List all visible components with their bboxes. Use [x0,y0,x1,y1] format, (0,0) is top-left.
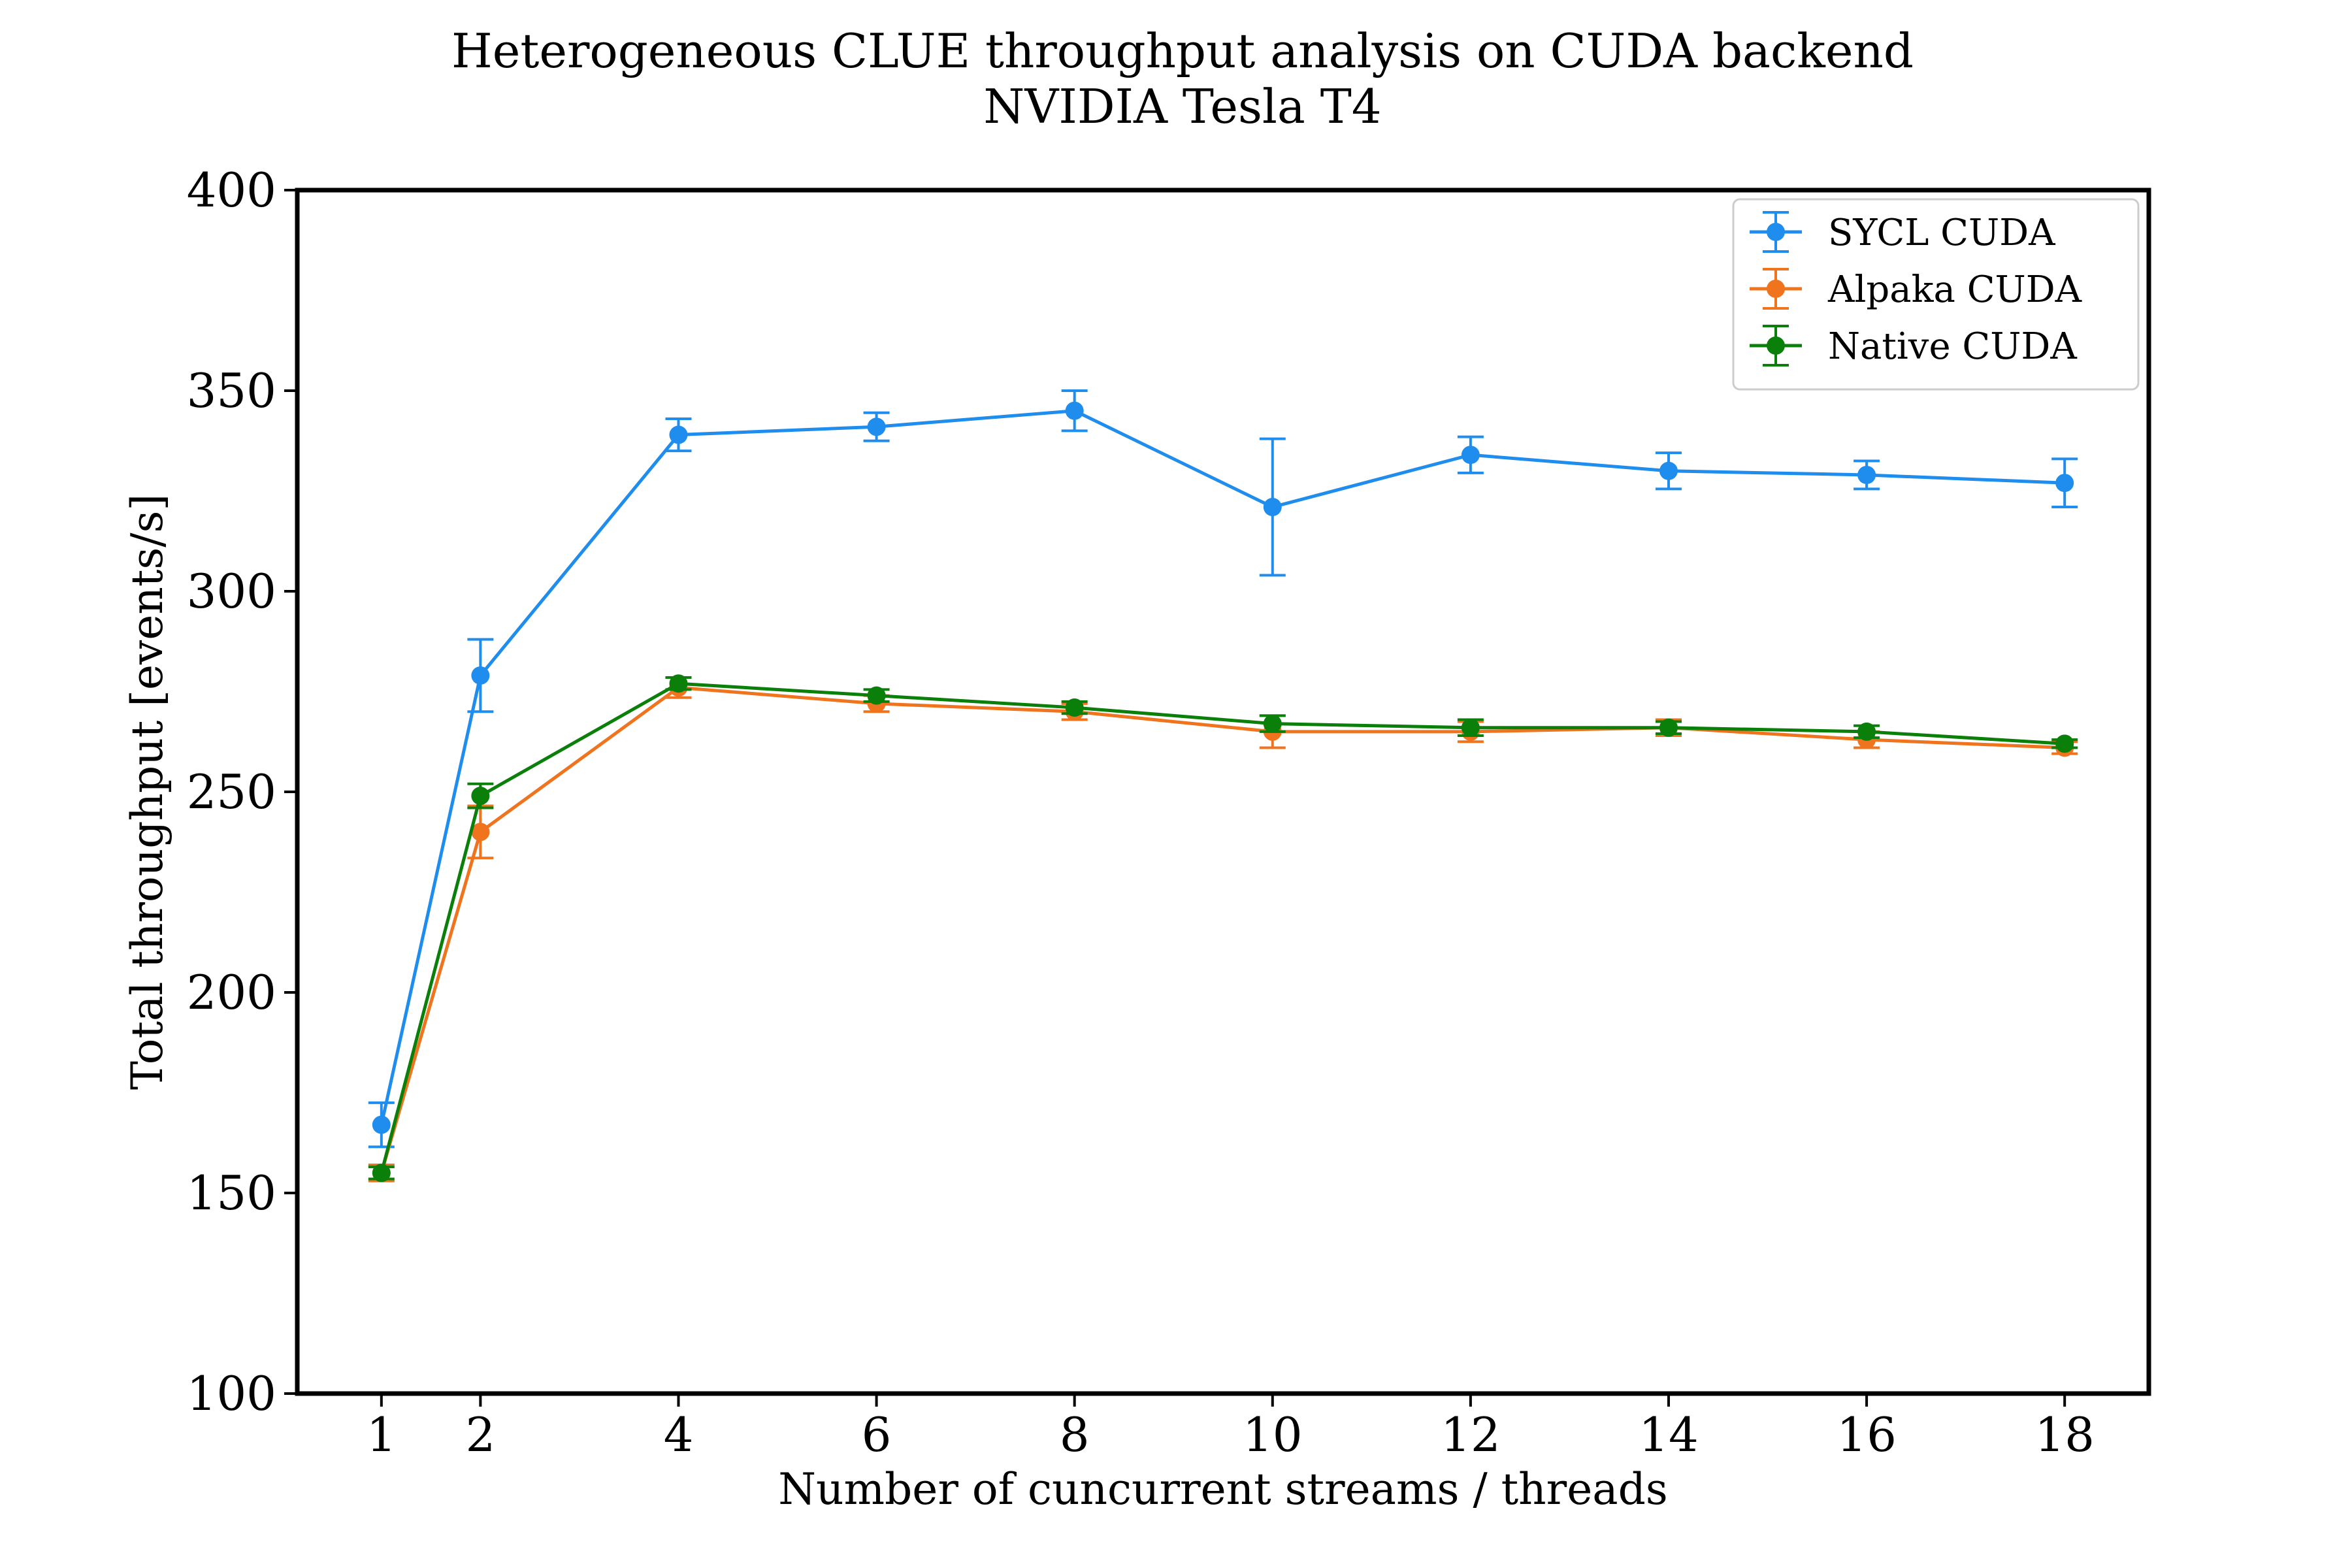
data-point [867,686,886,705]
data-point [1263,498,1282,517]
data-point [471,666,490,685]
data-point [1857,465,1876,484]
legend-marker [1767,336,1785,355]
legend-entry-label: SYCL CUDA [1828,212,2055,254]
legend-entry-label: Native CUDA [1828,325,2077,368]
legend-entry-label: Alpaka CUDA [1827,269,2082,311]
data-point [867,417,886,436]
series-native-cuda [368,674,2078,1183]
plot-area [368,389,2078,1183]
legend-box [1732,198,2140,391]
series-line [380,681,2065,1173]
data-point [1461,446,1480,465]
y-tick-label: 300 [187,564,276,619]
data-point [1065,401,1084,420]
x-tick-label: 14 [1639,1407,1699,1462]
data-point [1065,698,1084,717]
legend-marker [1767,223,1785,241]
chart-title: Heterogeneous CLUE throughput analysis o… [451,24,1914,78]
y-axis: 100 150 200 250 300 350 400 [187,163,297,1421]
x-tick-label: 16 [1837,1407,1897,1462]
y-tick-label: 200 [187,965,276,1020]
legend: SYCL CUDA Alpaka CUDA Native CUDA [1732,198,2140,391]
x-tick-label: 12 [1441,1407,1501,1462]
x-tick-label: 2 [465,1407,495,1462]
data-point [372,1115,391,1134]
y-axis-label: Total throughput [events/s] [122,494,172,1090]
data-point [2055,734,2074,753]
y-tick-label: 150 [187,1166,276,1220]
series-sycl-cuda [368,389,2078,1149]
series-line [380,409,2065,1126]
y-tick-label: 100 [187,1366,276,1421]
series-alpaka-cuda [368,676,2078,1183]
data-point [669,674,688,693]
data-point [2055,474,2074,493]
x-tick-label: 10 [1243,1407,1303,1462]
y-tick-label: 350 [187,363,276,418]
x-tick-label: 18 [2034,1407,2095,1462]
x-axis-label: Number of cuncurrent streams / threads [778,1464,1668,1514]
data-point [669,425,688,444]
data-point [1659,718,1678,737]
x-tick-label: 8 [1060,1407,1090,1462]
data-point [1659,461,1678,480]
data-point [372,1164,391,1183]
data-point [1263,714,1282,733]
x-tick-label: 1 [367,1407,397,1462]
legend-marker [1767,280,1785,298]
y-tick-label: 250 [187,764,276,819]
x-tick-label: 6 [862,1407,892,1462]
data-point [471,823,490,841]
data-point [1461,718,1480,737]
data-point [471,787,490,806]
x-axis: 1 2 4 6 8 10 12 14 16 18 [367,1394,2095,1462]
x-tick-label: 4 [664,1407,694,1462]
chart-subtitle: NVIDIA Tesla T4 [983,79,1381,134]
series-line [380,685,2065,1173]
data-point [1857,722,1876,741]
y-tick-label: 400 [187,163,276,218]
